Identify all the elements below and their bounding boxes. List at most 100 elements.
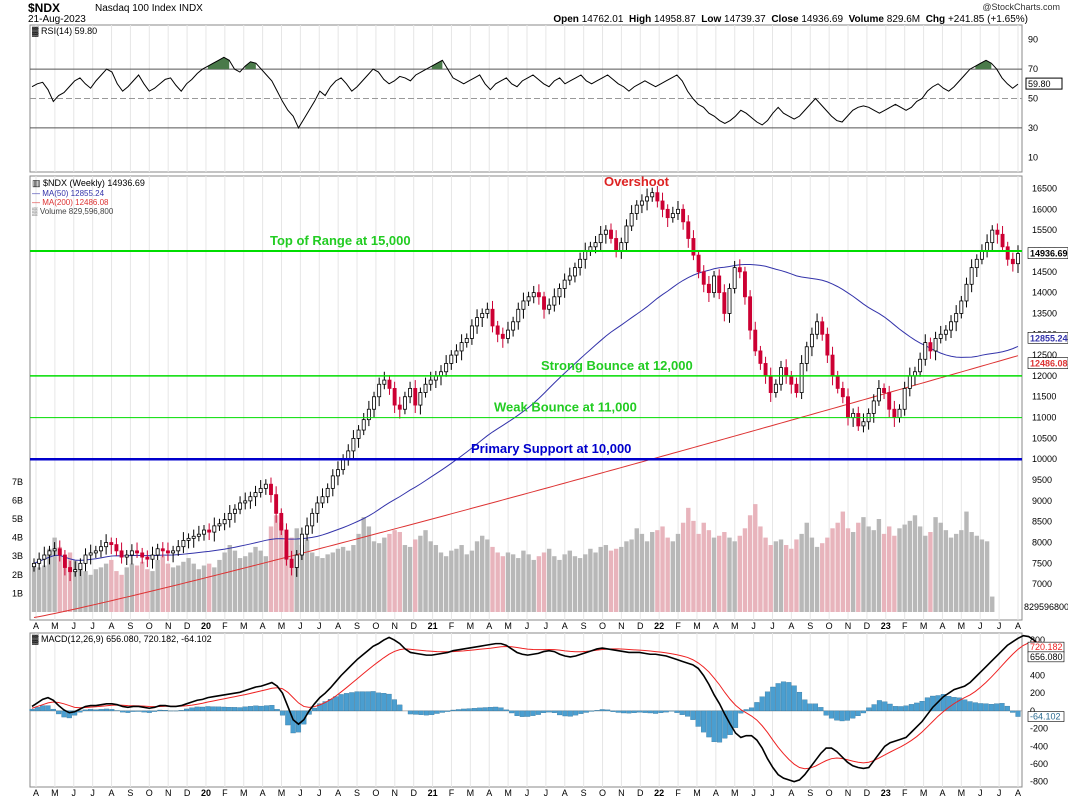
macd-histogram-bar [663,710,669,713]
price-y-tick: 12000 [1032,371,1057,381]
macd-histogram-bar [557,710,563,716]
x-tick-label: F [222,621,228,631]
candle-body [145,556,150,560]
volume-bar [572,556,578,612]
candle-body [37,558,42,564]
x-tick-label: S [807,788,813,798]
macd-histogram-bar [716,710,723,743]
macd-histogram-bar [732,710,739,728]
macd-histogram-bar [439,710,445,713]
x-tick-label: A [109,788,115,798]
copyright-link[interactable]: @StockCharts.com [982,2,1060,12]
candle-body [485,308,490,314]
macd-histogram-bar [130,710,136,712]
macd-histogram-bar [152,710,158,712]
candle-body [382,379,387,385]
ma200-last-label: 12486.08 [1030,359,1068,369]
volume-bar [778,539,784,612]
volume-bar [722,532,727,612]
macd-histogram-bar [743,709,749,712]
rsi-overbought-fill [245,61,256,70]
volume-bar [279,522,284,612]
macd-histogram-bar [626,710,632,714]
volume-bar [531,559,536,612]
x-tick-label: A [1015,788,1021,798]
macd-histogram-bar [924,697,930,712]
candle-body [979,250,984,260]
price-y-tick: 13500 [1032,308,1057,318]
volume-bar [490,546,495,612]
volume-bar [139,561,145,612]
candle-body [1010,258,1015,265]
rsi-y-tick: 50 [1028,94,1038,104]
candle-body [57,548,62,556]
candle-body [578,258,583,269]
macd-histogram-bar [301,710,307,725]
x-tick-label: J [751,788,756,798]
macd-histogram-bar [780,681,787,712]
volume-bar [387,533,392,612]
candle-body [186,537,191,541]
rsi-y-tick: 30 [1028,123,1038,133]
macd-histogram-bar [764,691,771,712]
candle-body [634,204,639,214]
x-tick-label: J [770,621,775,631]
candle-body [567,275,572,281]
volume-bar [825,537,830,612]
macd-histogram-bar [29,708,35,712]
x-tick-label: M [467,621,475,631]
macd-histogram-bar [573,710,579,716]
macd-histogram-bar [850,710,856,719]
candle-body [191,535,196,539]
macd-histogram-bar [685,710,691,717]
volume-bar [330,552,336,612]
macd-histogram-bar [903,705,909,712]
candle-body [1016,253,1020,265]
volume-bar [449,550,454,612]
candle-body [114,544,119,552]
candle-body [78,562,83,570]
macd-histogram-bar [45,705,51,712]
candle-body [820,321,825,335]
macd-histogram-bar [359,691,365,712]
chart-title: $NDX [28,1,61,15]
volume-bar [268,526,274,612]
volume-bar [979,539,985,612]
macd-histogram-bar [242,706,248,712]
x-tick-label: F [222,788,228,798]
macd-histogram-bar [748,707,755,712]
volume-bar [624,541,629,612]
volume-bar [917,526,923,612]
candle-body [47,550,52,556]
x-tick-label: M [278,788,286,798]
volume-bar [856,522,861,612]
macd-histogram-bar [365,691,371,712]
macd-histogram-bar [120,710,126,713]
candle-body [938,333,943,339]
x-tick-label: S [581,621,587,631]
candle-body [670,213,675,219]
volume-bar [835,522,840,612]
volume-bar [763,537,768,612]
volume-bar [876,519,882,612]
macd-histogram-bar [221,706,227,712]
volume-bar [583,554,588,612]
x-tick-label: A [788,788,794,798]
macd-histogram-bar [834,710,840,721]
candle-body [274,494,279,514]
volume-bar [737,535,742,612]
price-y-tick: 14500 [1032,267,1057,277]
candle-body [526,296,531,302]
x-tick-label: A [486,788,492,798]
candle-body [279,512,284,531]
macd-histogram-bar [141,710,147,713]
macd-histogram-bar [930,695,936,712]
candle-body [160,548,165,552]
macd-histogram-bar [482,707,488,712]
volume-bar [830,528,835,612]
candle-body [753,329,758,352]
macd-legend: ▓ MACD(12,26,9) 656.080, 720.182, -64.10… [32,634,212,645]
candle-body [449,354,454,364]
candle-body [851,413,856,418]
candle-body [665,208,670,219]
